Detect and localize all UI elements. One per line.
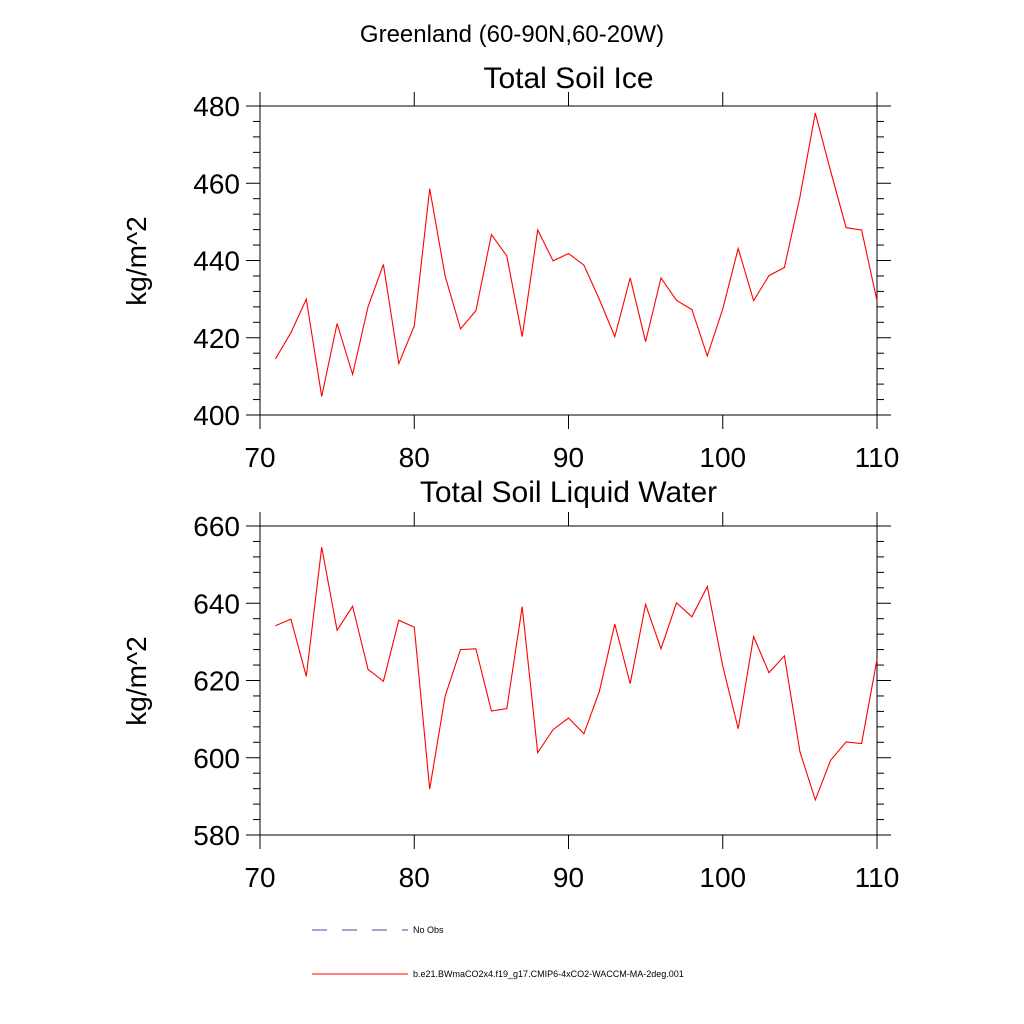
plot-frame	[259, 525, 878, 836]
legend-no-obs-label: No Obs	[413, 925, 444, 935]
y-tick-label: 480	[193, 91, 240, 122]
y-tick-label: 600	[193, 743, 240, 774]
panel-title: Total Soil Ice	[483, 62, 653, 95]
x-tick-label: 70	[244, 442, 275, 473]
plot-frame	[259, 105, 878, 416]
x-tick-label: 90	[553, 862, 584, 893]
y-tick-label: 580	[193, 820, 240, 851]
panel-title: Total Soil Liquid Water	[420, 476, 717, 509]
x-tick-label: 80	[399, 442, 430, 473]
series-line	[275, 547, 878, 802]
y-tick-label: 420	[193, 323, 240, 354]
x-tick-label: 90	[553, 442, 584, 473]
panel-total-soil-ice: 70 80 90 100 110 400 420 440 460 480 Total Soil Ic…	[121, 62, 899, 473]
y-axis-label: kg/m^2	[121, 216, 152, 305]
x-tick-label: 100	[699, 442, 746, 473]
x-tick-label: 70	[244, 862, 275, 893]
x-tick-label: 80	[399, 862, 430, 893]
y-tick-label: 460	[193, 168, 240, 199]
figure-title: Greenland (60-90N,60-20W)	[360, 21, 664, 48]
y-tick-label: 400	[193, 400, 240, 431]
y-tick-label: 440	[193, 246, 240, 277]
x-tick-label: 110	[855, 862, 900, 893]
legend-model-label: b.e21.BWmaCO2x4.f19_g17.CMIP6-4xCO2-WACC…	[413, 969, 684, 979]
panel-total-soil-liquid-water: 70 80 90 100 110 580 600 620 640 660 Total Soil Li…	[121, 476, 899, 893]
x-tick-label: 110	[855, 442, 900, 473]
y-tick-label: 660	[193, 511, 240, 542]
y-tick-label: 620	[193, 666, 240, 697]
x-tick-label: 100	[699, 862, 746, 893]
series-line	[274, 112, 878, 397]
y-tick-label: 640	[193, 588, 240, 619]
y-axis-label: kg/m^2	[121, 636, 152, 725]
legend: No Obs b.e21.BWmaCO2x4.f19_g17.CMIP6-4xC…	[312, 925, 684, 979]
